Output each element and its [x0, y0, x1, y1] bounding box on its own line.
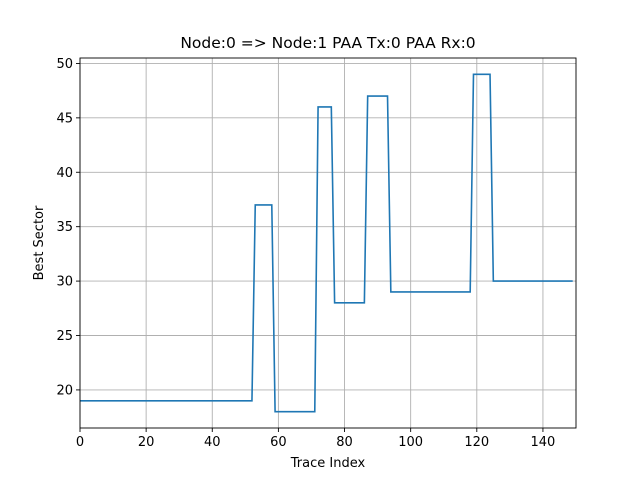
x-tick-label: 60 — [270, 435, 287, 450]
chart-title: Node:0 => Node:1 PAA Tx:0 PAA Rx:0 — [180, 34, 475, 52]
x-tick-label: 80 — [336, 435, 353, 450]
plot-frame — [79, 57, 577, 429]
x-tick-label: 40 — [204, 435, 221, 450]
y-tick-label: 50 — [56, 57, 73, 72]
x-tick-label: 100 — [398, 435, 423, 450]
y-tick-label: 30 — [56, 275, 73, 290]
y-tick-label: 35 — [56, 220, 73, 235]
x-tick-label: 20 — [138, 435, 155, 450]
grid — [79, 58, 576, 428]
y-tick-label: 45 — [56, 111, 73, 126]
y-tick-label: 40 — [56, 166, 73, 181]
x-axis-label: Trace Index — [290, 456, 366, 471]
series-line — [80, 73, 573, 413]
x-tick-label: 0 — [76, 435, 84, 450]
y-tick-label: 20 — [56, 383, 73, 398]
x-tick-label: 140 — [531, 435, 556, 450]
axes: 0 20 40 60 80 100 120 140 20 25 30 35 40 45 50 — [56, 57, 555, 450]
series-layer — [80, 73, 573, 413]
y-tick-label: 25 — [56, 329, 73, 344]
x-tick-label: 120 — [464, 435, 489, 450]
y-axis-label: Best Sector — [32, 205, 47, 280]
